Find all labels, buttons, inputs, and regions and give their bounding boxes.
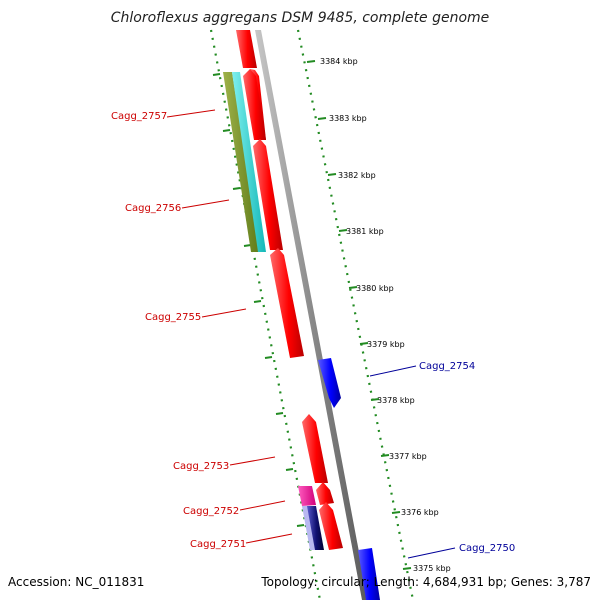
position-tick-label: 3376 kbp [401,508,439,517]
feature-domain-olive[interactable] [223,72,260,252]
gc-track-right [296,29,415,600]
cds-forward[interactable] [243,69,266,140]
position-tick-label: 3381 kbp [346,227,384,236]
position-tick-mark [327,173,337,176]
gene-leader-line [239,500,286,511]
cds-reverse[interactable] [318,358,341,408]
position-tick-label: 3384 kbp [320,57,358,66]
gene-leader-line [201,308,247,318]
gene-label-forward[interactable]: Cagg_2753 [173,461,229,472]
position-tick-label: 3378 kbp [377,396,415,405]
position-tick-label: 3382 kbp [338,171,376,180]
accession-text: Accession: NC_011831 [8,575,144,589]
position-tick-label: 3380 kbp [356,284,394,293]
position-tick-label: 3375 kbp [413,564,451,573]
cds-lilac[interactable] [302,506,315,550]
position-ticks: 3384 kbp 3383 kbp 3382 kbp 3381 kbp 3380… [306,57,451,573]
cds-pink[interactable] [298,486,316,506]
left-track-ticks [212,73,305,527]
position-tick-label: 3377 kbp [389,452,427,461]
position-tick-mark [317,117,327,120]
reverse-cds-track [318,358,380,600]
cds-forward[interactable] [236,30,257,68]
position-tick-label: 3379 kbp [367,340,405,349]
position-tick-mark [306,60,316,63]
feature-domain-cyan[interactable] [232,72,266,252]
gene-label-forward[interactable]: Cagg_2751 [190,539,246,550]
position-tick-mark [391,511,401,514]
gene-label-forward[interactable]: Cagg_2757 [111,111,167,122]
genome-summary-text: Topology: circular; Length: 4,684,931 bp… [260,575,591,589]
gene-label-forward[interactable]: Cagg_2752 [183,506,239,517]
cds-forward[interactable] [270,248,304,358]
gene-leader-line [181,199,230,209]
cds-reverse[interactable] [358,548,380,600]
gc-track-left [209,29,322,600]
gene-leader-line [245,533,293,544]
gene-leader-line [166,109,216,118]
forward-cds-track [236,30,343,550]
position-tick-mark [380,454,390,457]
gene-labels: Cagg_2757 Cagg_2756 Cagg_2755 Cagg_2754 … [111,109,515,559]
gene-label-reverse[interactable]: Cagg_2750 [459,543,515,554]
position-tick-mark [402,567,412,570]
position-tick-mark [359,342,369,345]
genome-backbone [255,30,368,600]
cds-navy[interactable] [305,506,324,550]
gene-leader-line [369,365,417,377]
gene-label-forward[interactable]: Cagg_2756 [125,203,181,214]
position-tick-mark [370,398,380,401]
gene-leader-line [407,547,456,559]
position-tick-mark [348,286,358,289]
map-title: Chloroflexus aggregans DSM 9485, complet… [111,10,490,26]
cds-forward[interactable] [319,502,343,550]
cds-forward[interactable] [316,482,334,505]
gene-label-forward[interactable]: Cagg_2755 [145,312,201,323]
gene-leader-line [229,456,276,466]
cds-forward[interactable] [302,414,328,483]
cds-forward[interactable] [253,139,283,250]
gene-label-reverse[interactable]: Cagg_2754 [419,361,475,372]
position-tick-mark [338,229,348,232]
position-tick-label: 3383 kbp [329,114,367,123]
